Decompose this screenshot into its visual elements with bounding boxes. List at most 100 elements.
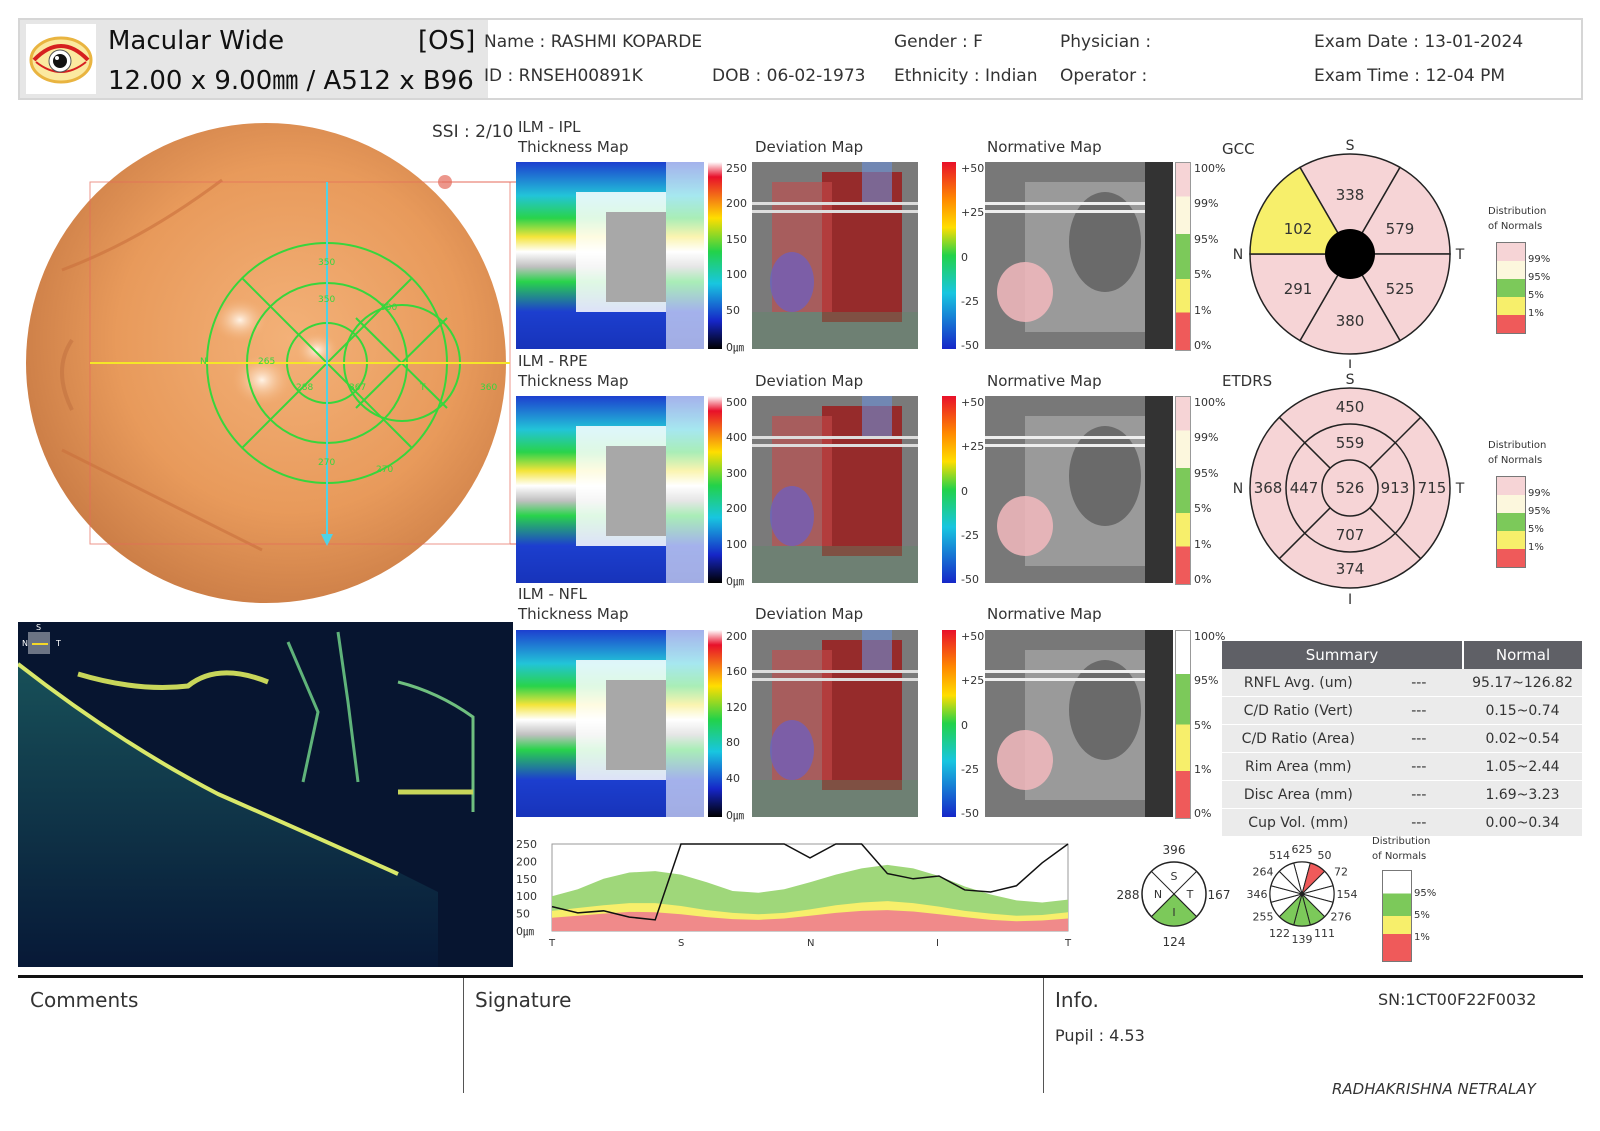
summary-row-normal: 0.00~0.34 <box>1463 808 1582 837</box>
summary-row-value: --- <box>1374 696 1463 725</box>
legend-item-label: 5% <box>1528 290 1544 301</box>
etdrs-inner-t-value: 913 <box>1381 479 1410 497</box>
legend-swatch-stack <box>1496 242 1526 334</box>
svg-text:S: S <box>36 623 41 632</box>
normative-color-scale <box>1175 630 1191 819</box>
thickness-map-image <box>516 162 704 349</box>
physician: Physician : <box>1060 32 1152 52</box>
thickness-color-scale <box>708 396 722 583</box>
thickness-scale-label: 80 <box>726 736 740 750</box>
thickness-scale-label: 0㎛ <box>726 809 744 822</box>
footer-divider <box>18 975 1583 978</box>
thickness-scale-label: 200 <box>726 502 747 516</box>
signature-label: Signature <box>475 988 572 1012</box>
fundus-letter: N <box>200 357 207 367</box>
deviation-scale-label: +25 <box>961 674 985 688</box>
etdrs-outer-t-value: 715 <box>1418 479 1447 497</box>
patient-id: ID : RNSEH00891K <box>484 66 643 86</box>
patient-dob: DOB : 06-02-1973 <box>712 66 866 86</box>
clock-sector-value: 625 <box>1292 843 1313 856</box>
gcc-sup-temporal-value: 579 <box>1386 220 1415 238</box>
gcc-inf-nasal-value: 291 <box>1284 280 1313 298</box>
legend-item-label: 99% <box>1528 488 1551 499</box>
quadrant-letter-n: N <box>1154 888 1162 901</box>
row3-layer-label: ILM - NFL <box>518 585 587 603</box>
summary-row: RNFL Avg. (um) --- 95.17~126.82 <box>1222 669 1582 697</box>
normative-scale-label: 100% <box>1194 162 1226 175</box>
normative-map-image <box>985 396 1173 583</box>
gcc-orient-s: S <box>1346 138 1355 154</box>
quadrant-letter-i: I <box>1172 906 1175 919</box>
summary-row-label: Rim Area (mm) <box>1222 752 1375 781</box>
tsnit-x-tick-label: I <box>936 938 939 949</box>
row1-thickness-label: Thickness Map <box>518 138 629 156</box>
normative-scale-label: 95% <box>1194 232 1219 246</box>
tsnit-x-tick-label: T <box>1064 938 1072 949</box>
scan-size: 12.00 x 9.00㎜ / A512 x B96 <box>108 66 474 96</box>
normative-scale-label: 100% <box>1194 396 1226 409</box>
tsnit-chart: 250 200 150 100 50 0㎛ T S N I T <box>512 836 1102 951</box>
deviation-scale-label: -25 <box>961 528 979 542</box>
summary-row-value: --- <box>1374 780 1463 809</box>
normative-color-scale <box>1175 162 1191 351</box>
deviation-scale-label: -25 <box>961 762 979 776</box>
legend-swatch-stack <box>1496 476 1526 568</box>
tsnit-normal-band-red <box>552 910 1068 931</box>
footer-separator <box>1043 978 1044 1093</box>
tsnit-y-tick-label: 250 <box>516 838 537 851</box>
patient-ethnicity: Ethnicity : Indian <box>894 66 1038 86</box>
summary-row: C/D Ratio (Area) --- 0.02~0.54 <box>1222 724 1582 753</box>
clock-sector-value: 72 <box>1334 866 1348 879</box>
normative-scale-label: 5% <box>1194 502 1212 516</box>
legend-small-item-label: 95% <box>1414 888 1437 899</box>
thickness-color-scale <box>708 630 722 817</box>
deviation-map-image <box>752 630 918 817</box>
summary-row-label: Disc Area (mm) <box>1222 780 1375 809</box>
summary-row-value: --- <box>1374 669 1463 697</box>
clock-sector-value: 154 <box>1337 888 1358 901</box>
etdrs-inner-n-value: 447 <box>1290 479 1319 497</box>
gcc-sector-chart: 338 579 525 380 291 102 S N T I <box>1230 138 1470 374</box>
summary-row: C/D Ratio (Vert) --- 0.15~0.74 <box>1222 696 1582 725</box>
legend-small-item-label: 1% <box>1414 932 1430 943</box>
fundus-sector-value: 270 <box>318 458 335 468</box>
row2-normative-label: Normative Map <box>987 372 1102 390</box>
gcc-orient-n: N <box>1233 247 1243 263</box>
gcc-superior-value: 338 <box>1336 186 1365 204</box>
deviation-map-image <box>752 396 918 583</box>
summary-row-label: Cup Vol. (mm) <box>1222 808 1375 837</box>
summary-table: Summary Normal RNFL Avg. (um) --- 95.17~12… <box>1222 641 1582 837</box>
thickness-scale-label: 300 <box>726 466 747 480</box>
normative-map-image <box>985 630 1173 817</box>
summary-row-value: --- <box>1374 724 1463 753</box>
summary-row-label: RNFL Avg. (um) <box>1222 669 1375 697</box>
summary-row: Disc Area (mm) --- 1.69~3.23 <box>1222 780 1582 809</box>
row2-layer-label: ILM - RPE <box>518 352 588 370</box>
normative-scale-label: 99% <box>1194 431 1219 445</box>
thickness-scale-label: 250 <box>726 162 747 175</box>
summary-row-normal: 95.17~126.82 <box>1463 669 1582 697</box>
thickness-scale-label: 150 <box>726 232 747 246</box>
clock-sector-value: 255 <box>1253 911 1274 924</box>
etdrs-title: ETDRS <box>1222 372 1273 390</box>
summary-row-normal: 1.05~2.44 <box>1463 752 1582 781</box>
row1-layer-label: ILM - IPL <box>518 118 581 136</box>
summary-row-label: C/D Ratio (Vert) <box>1222 696 1375 725</box>
legend-small-swatch-stack <box>1382 870 1412 962</box>
summary-row-value: --- <box>1374 752 1463 781</box>
fundus-sector-value: 360 <box>480 383 497 393</box>
etdrs-orient-n: N <box>1233 481 1243 497</box>
clinic-name: RADHAKRISHNA NETRALAY <box>1332 1080 1536 1098</box>
report-header: Macular Wide [OS] 12.00 x 9.00㎜ / A512 x… <box>18 18 1583 100</box>
deviation-scale-label: +25 <box>961 206 985 220</box>
legend-item-label: 1% <box>1528 542 1544 553</box>
normative-scale-label: 1% <box>1194 303 1212 317</box>
eye-logo-icon <box>26 24 96 94</box>
eye-side: [OS] <box>418 26 476 56</box>
tsnit-y-tick-label: 100 <box>516 890 537 903</box>
row1-normative-label: Normative Map <box>987 138 1102 156</box>
ssi-value: SSI : 2/10 <box>432 122 514 142</box>
etdrs-orient-s: S <box>1346 372 1355 388</box>
oct-bscan-image: N T S <box>18 622 513 967</box>
etdrs-orient-i: I <box>1348 592 1352 604</box>
